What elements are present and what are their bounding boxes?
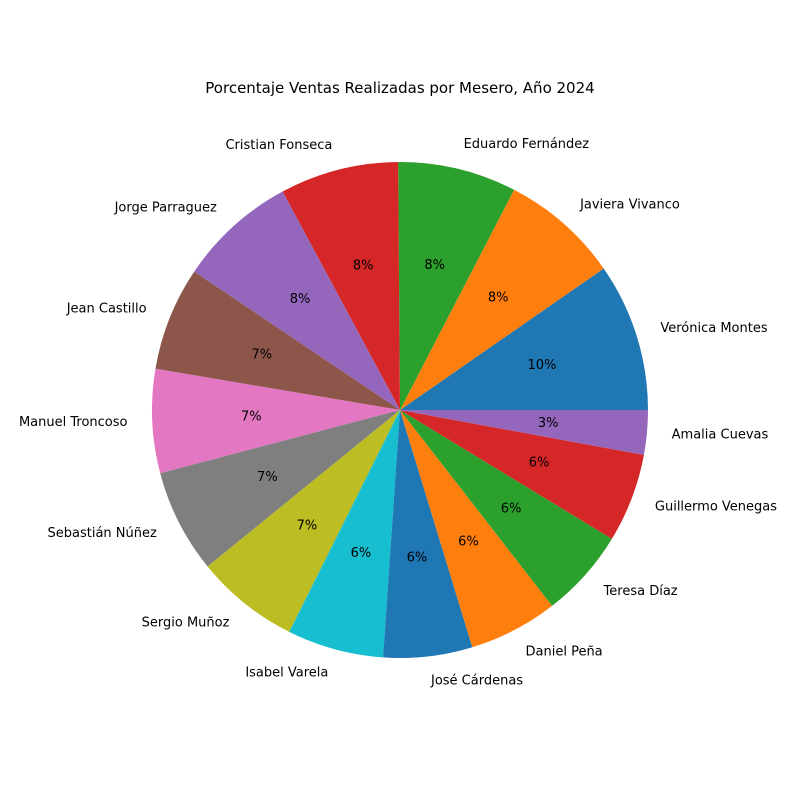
slice-label: Isabel Varela — [245, 666, 328, 681]
slice-label: Teresa Díaz — [603, 584, 678, 599]
slice-label: Manuel Troncoso — [19, 415, 128, 430]
percent-label: 6% — [529, 456, 550, 471]
pie-slice — [383, 410, 473, 659]
pie-slice — [152, 368, 400, 474]
slice-label: Cristian Fonseca — [225, 138, 332, 153]
pie-slice — [400, 189, 604, 410]
pie-slice — [282, 162, 400, 410]
percent-label: 10% — [528, 358, 557, 373]
pie-slice — [400, 410, 612, 606]
slice-label: Sebastián Núñez — [48, 526, 157, 541]
chart-title: Porcentaje Ventas Realizadas por Mesero,… — [205, 79, 594, 97]
slice-label: Eduardo Fernández — [464, 137, 590, 152]
percent-label: 8% — [488, 291, 509, 306]
pie-slice — [207, 410, 400, 632]
percent-label: 8% — [290, 292, 311, 307]
slice-label: Sergio Muñoz — [142, 615, 230, 630]
pie-slice — [398, 162, 515, 410]
percent-label: 6% — [407, 550, 428, 565]
slice-label: Javiera Vivanco — [579, 198, 680, 213]
pie-slice — [400, 410, 644, 539]
slice-label: Daniel Peña — [526, 645, 603, 660]
slice-labels: Verónica Montes Javiera Vivanco Eduardo Fe… — [19, 137, 777, 688]
pie-slice — [289, 410, 400, 658]
percent-label: 8% — [424, 258, 445, 273]
pie-slices — [152, 162, 648, 659]
percent-label: 7% — [257, 470, 278, 485]
pie-slice — [400, 268, 648, 410]
percent-labels: 10% 8% 8% 8% 8% 7% 7% 7% 7% 6% 6% 6% 6% 6% 3% — [241, 258, 558, 566]
slice-label: Guillermo Venegas — [655, 500, 777, 515]
percent-label: 8% — [353, 258, 374, 273]
pie-slice — [160, 410, 400, 567]
slice-label: Verónica Montes — [660, 321, 767, 336]
percent-label: 7% — [251, 347, 272, 362]
percent-label: 7% — [297, 519, 318, 534]
percent-label: 6% — [501, 502, 522, 517]
percent-label: 6% — [351, 546, 372, 561]
pie-slice — [194, 191, 400, 410]
pie-slice — [155, 271, 400, 410]
slice-label: Jean Castillo — [66, 301, 147, 316]
percent-label: 3% — [538, 416, 559, 431]
slice-label: Amalia Cuevas — [672, 427, 769, 442]
pie-slice — [400, 410, 553, 648]
slice-label: José Cárdenas — [430, 674, 523, 689]
pie-slice — [400, 410, 648, 455]
percent-label: 7% — [241, 409, 262, 424]
percent-label: 6% — [458, 535, 479, 550]
slice-label: Jorge Parraguez — [114, 200, 217, 215]
